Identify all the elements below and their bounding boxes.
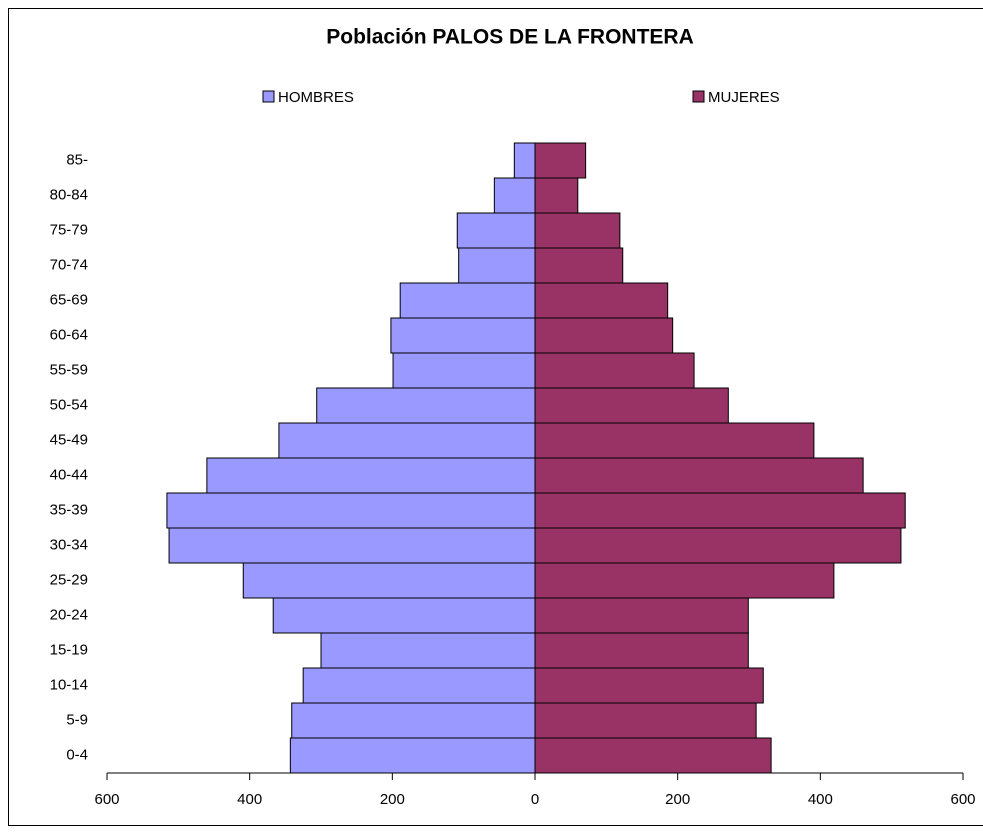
y-tick-label: 15-19	[50, 641, 88, 658]
bar	[457, 213, 535, 248]
legend-label: MUJERES	[708, 89, 780, 106]
y-tick-label: 35-39	[50, 501, 88, 518]
x-tick-label: 600	[950, 791, 975, 808]
bar	[535, 528, 901, 563]
bar	[535, 633, 748, 668]
bar	[290, 738, 535, 773]
y-tick-label: 25-29	[50, 571, 88, 588]
bar	[207, 458, 535, 493]
y-tick-label: 30-34	[50, 536, 88, 553]
bar	[514, 143, 535, 178]
bar	[535, 248, 623, 283]
y-tick-label: 60-64	[50, 326, 88, 343]
bar	[169, 528, 535, 563]
bar	[535, 213, 620, 248]
bar	[317, 388, 535, 423]
bar	[494, 178, 535, 213]
y-tick-label: 55-59	[50, 361, 88, 378]
bar	[393, 353, 535, 388]
bar	[535, 563, 834, 598]
bar	[535, 283, 668, 318]
y-tick-label: 40-44	[50, 466, 88, 483]
y-tick-label: 5-9	[66, 711, 88, 728]
bar	[459, 248, 535, 283]
x-tick-label: 200	[665, 791, 690, 808]
chart-title: Población PALOS DE LA FRONTERA	[326, 26, 694, 49]
bar	[391, 318, 535, 353]
bar	[243, 563, 535, 598]
legend-label: HOMBRES	[278, 89, 354, 106]
x-tick-label: 0	[531, 791, 539, 808]
bar	[535, 388, 728, 423]
y-tick-label: 45-49	[50, 431, 88, 448]
y-tick-label: 0-4	[66, 746, 88, 763]
bar	[279, 423, 535, 458]
legend-swatch	[693, 91, 704, 102]
y-tick-label: 70-74	[50, 256, 88, 273]
legend-swatch	[263, 91, 274, 102]
bar	[292, 703, 535, 738]
bar	[273, 598, 535, 633]
bar	[535, 703, 756, 738]
y-tick-label: 75-79	[50, 221, 88, 238]
y-tick-label: 80-84	[50, 186, 88, 203]
bar	[535, 668, 763, 703]
bar	[535, 598, 748, 633]
bar	[535, 458, 863, 493]
y-tick-label: 20-24	[50, 606, 88, 623]
y-tick-label: 10-14	[50, 676, 88, 693]
y-tick-label: 85-	[66, 151, 88, 168]
bar	[535, 738, 771, 773]
bar	[535, 318, 673, 353]
bar	[400, 283, 535, 318]
x-tick-label: 400	[237, 791, 262, 808]
bar	[167, 493, 535, 528]
bar	[535, 143, 586, 178]
y-tick-label: 50-54	[50, 396, 88, 413]
y-tick-label: 65-69	[50, 291, 88, 308]
bar	[535, 353, 694, 388]
bar	[535, 178, 578, 213]
bar	[321, 633, 535, 668]
bar	[303, 668, 535, 703]
x-tick-label: 200	[380, 791, 405, 808]
bar	[535, 423, 814, 458]
x-tick-label: 600	[94, 791, 119, 808]
x-tick-label: 400	[808, 791, 833, 808]
bar	[535, 493, 905, 528]
